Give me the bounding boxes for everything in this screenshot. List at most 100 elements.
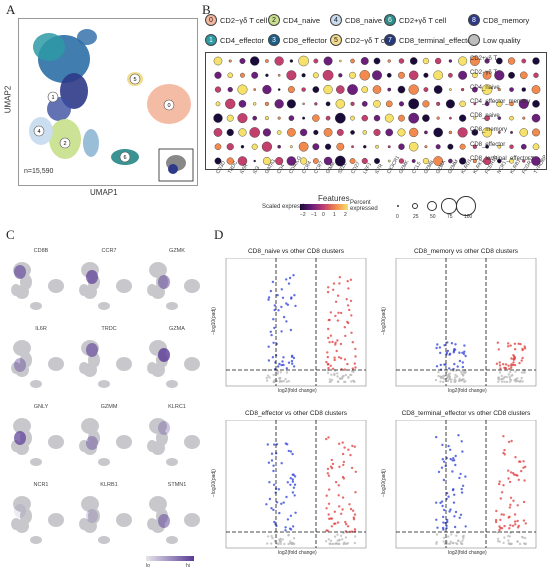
volcano-point: [266, 542, 269, 545]
umap-plot: 4 2 0 5 6 1: [29, 29, 194, 182]
legend-swatch: 5: [330, 34, 342, 46]
legend-item: 7 CD8_terminal_effector: [384, 34, 474, 46]
volcano-point: [327, 474, 331, 477]
volcano-point: [333, 535, 337, 538]
scale-tick: 0: [322, 212, 325, 218]
volcano-point: [518, 361, 521, 365]
dotplot-dot: [363, 145, 367, 149]
volcano-point: [459, 370, 462, 373]
volcano-point: [287, 361, 291, 364]
volcano-point: [334, 343, 337, 346]
volcano-point: [336, 339, 339, 342]
umap-xlabel: UMAP1: [90, 188, 118, 197]
volcano-point: [344, 373, 348, 377]
dotplot-dot: [312, 86, 320, 93]
scale-tick: 2: [344, 212, 347, 218]
volcano-point: [510, 363, 513, 366]
percent-legend-circle: [426, 200, 438, 212]
volcano-point: [285, 320, 288, 323]
feature-expression-hotspot: [158, 421, 170, 435]
volcano-point: [522, 466, 525, 469]
volcano-point: [458, 351, 461, 354]
dotplot-dot: [482, 70, 492, 80]
volcano-point: [349, 373, 352, 377]
volcano-point: [457, 539, 460, 542]
dotplot-dot: [521, 58, 527, 64]
feature-expression-hotspot: [86, 509, 98, 523]
dotplot-dot: [408, 84, 419, 95]
dotplot-dot: [237, 156, 248, 166]
volcano-point: [514, 456, 517, 459]
dotplot-dot: [277, 88, 281, 91]
volcano-point: [454, 380, 457, 384]
volcano-point: [509, 496, 513, 499]
dotplot-dot: [533, 72, 539, 78]
volcano-point: [446, 341, 449, 344]
volcano-point: [501, 380, 504, 383]
volcano-point: [524, 536, 527, 540]
volcano-point: [524, 522, 527, 525]
volcano-point: [464, 354, 467, 358]
volcano-point: [290, 296, 293, 299]
dotplot-dot: [253, 102, 257, 106]
dotplot-dot: [509, 115, 514, 121]
dotplot-dot: [409, 142, 419, 152]
volcano-point: [510, 366, 513, 369]
volcano-point: [281, 296, 285, 299]
feature-umap-title: CD8B: [33, 248, 49, 254]
volcano-point: [267, 461, 271, 464]
volcano-point: [281, 360, 284, 363]
volcano-point: [507, 534, 510, 538]
volcano-point: [503, 536, 506, 539]
volcano-point: [453, 493, 456, 496]
volcano-point: [330, 517, 334, 520]
volcano-point: [333, 356, 336, 359]
legend-item: 1 CD4_effector: [205, 34, 264, 46]
dotplot-dot: [457, 127, 468, 138]
dotplot-dot: [397, 85, 406, 94]
dotplot-dot: [520, 143, 527, 150]
volcano-point: [436, 526, 439, 529]
feature-umap-cluster: [98, 302, 110, 310]
legend-swatch: 0: [205, 14, 217, 26]
volcano-point: [346, 362, 349, 366]
feature-umap-cluster: [79, 440, 89, 452]
volcano-point: [461, 361, 464, 364]
volcano-point: [336, 521, 340, 524]
volcano-point: [270, 507, 273, 510]
volcano-point: [336, 294, 340, 297]
dotplot-dot: [298, 55, 309, 67]
dotplot-dot: [531, 156, 541, 166]
volcano-point: [458, 359, 462, 363]
dotplot-dot: [436, 101, 441, 106]
dotplot-dot: [484, 115, 490, 122]
feature-umap-cluster: [147, 518, 157, 530]
volcano-xlabel: log2(fold change): [448, 550, 487, 556]
volcano-point: [449, 540, 452, 543]
volcano-point: [339, 357, 343, 360]
volcano-point: [345, 542, 349, 546]
umap-panel: 4 2 0 5 6 1: [18, 18, 198, 186]
dotplot-dot: [277, 116, 281, 120]
volcano-point: [463, 380, 466, 383]
volcano-point: [523, 347, 527, 350]
volcano-point: [280, 305, 283, 309]
volcano-point: [463, 350, 466, 353]
dotplot-dot: [508, 71, 515, 79]
dotplot-dot: [424, 130, 428, 135]
volcano-frame: [395, 420, 537, 549]
dotplot-dot: [422, 114, 430, 122]
volcano-point: [330, 373, 333, 376]
dotplot-dot: [374, 158, 380, 164]
volcano-point: [285, 495, 288, 499]
dotplot-dot: [261, 141, 273, 152]
dotplot-dot: [485, 144, 490, 149]
feature-scale-low: lo: [146, 563, 150, 569]
volcano-point: [265, 503, 268, 506]
dotplot-dot: [398, 58, 405, 64]
volcano-point: [505, 380, 509, 384]
dotplot-dot: [312, 143, 320, 151]
dotplot-dot: [519, 128, 529, 137]
volcano-ylabel: −log10(padj): [210, 469, 217, 497]
volcano-point: [461, 351, 464, 354]
